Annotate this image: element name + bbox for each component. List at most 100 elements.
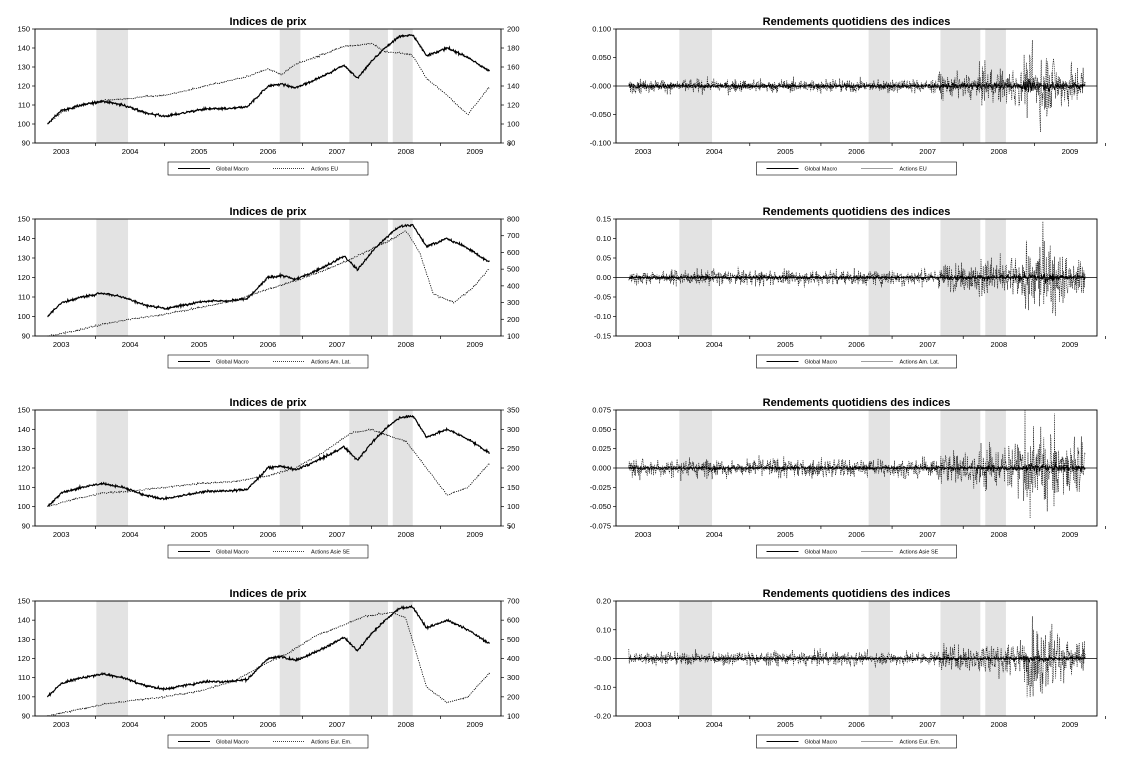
panel-title: Indices de prix (229, 16, 307, 28)
panel-p6: Rendements quotidiens des indices 0.075 0.… (590, 397, 1106, 559)
plot-frame (615, 218, 1098, 337)
panel-p4: Rendements quotidiens des indices 0.15 0.1… (594, 206, 1106, 369)
y-tick-label: 90 (22, 332, 30, 341)
y2-tick-label: 180 (507, 44, 520, 53)
plot-frame (34, 600, 502, 717)
x-tick-label: 2005 (777, 340, 794, 349)
y-tick-label: 0.075 (592, 406, 611, 415)
legend-label: Actions Asie SE (900, 550, 939, 556)
x-tick-label: 2007 (919, 147, 936, 156)
y-tick-label: 0.100 (592, 25, 611, 34)
x-tick-label: 2009 (1062, 147, 1079, 156)
x-tick-label: 2004 (706, 147, 723, 156)
y-tick-label: -0.05 (594, 293, 611, 302)
panel-title: Rendements quotidiens des indices (763, 16, 951, 28)
y-tick-label: 120 (17, 273, 30, 282)
y2-tick-label: 500 (507, 635, 520, 644)
x-tick-label: 2004 (122, 720, 139, 729)
shaded-period (349, 29, 388, 143)
y-tick-label: 140 (17, 234, 30, 243)
series-line-actions-eur-em- (47, 611, 491, 717)
y2-tick-label: 300 (507, 425, 520, 434)
legend-label: Global Macro (805, 740, 838, 746)
shaded-period (349, 410, 388, 526)
legend-label: Actions Am. Lat. (900, 360, 940, 366)
x-tick-label: 2003 (635, 147, 652, 156)
y-tick-label: 0.00 (596, 273, 611, 282)
panel-title: Rendements quotidiens des indices (763, 397, 951, 409)
x-tick-label: 2003 (635, 340, 652, 349)
y-tick-label: 110 (18, 101, 30, 110)
x-tick-label: 2009 (466, 340, 483, 349)
y-tick-label: 100 (17, 120, 30, 129)
shaded-period (392, 219, 413, 336)
x-tick-label: 2005 (777, 147, 794, 156)
y-tick-label: 120 (17, 82, 30, 91)
legend-label: Global Macro (216, 550, 249, 556)
panel-title: Rendements quotidiens des indices (763, 588, 951, 600)
y2-tick-label: 300 (507, 298, 520, 307)
series-returns-secondary (628, 409, 1086, 519)
x-tick-label: 2007 (919, 340, 936, 349)
plot-frame (34, 28, 502, 144)
shaded-period (349, 219, 388, 336)
y2-tick-label: 160 (507, 63, 520, 72)
y-tick-label: 130 (17, 63, 30, 72)
y-tick-label: 140 (17, 425, 30, 434)
y-tick-label: -0.000 (590, 82, 611, 91)
legend-label: Global Macro (216, 360, 249, 366)
x-tick-label: 2003 (53, 720, 70, 729)
x-tick-label: 2008 (990, 720, 1007, 729)
shaded-period (392, 29, 413, 143)
panel-p2: Rendements quotidiens des indices 0.100 0.… (590, 16, 1106, 176)
y2-tick-label: 700 (507, 231, 520, 240)
x-tick-label: 2006 (260, 720, 277, 729)
legend-label: Global Macro (216, 740, 249, 746)
x-tick-label: 2009 (466, 720, 483, 729)
y-tick-label: 100 (17, 692, 30, 701)
y-tick-label: 0.025 (592, 444, 611, 453)
x-tick-label: 2008 (398, 720, 415, 729)
y2-tick-label: 200 (507, 315, 520, 324)
panel-p8: Rendements quotidiens des indices 0.20 0.1… (594, 588, 1106, 749)
y2-tick-label: 600 (507, 248, 520, 257)
y-tick-label: 90 (22, 712, 30, 721)
y-tick-label: 150 (17, 215, 30, 224)
x-tick-label: 2005 (191, 147, 208, 156)
series-line-actions-asie-se (47, 428, 490, 508)
x-tick-label: 2007 (329, 147, 346, 156)
shaded-period (349, 601, 388, 716)
legend-label: Actions Asie SE (311, 550, 350, 556)
legend-label: Actions Am. Lat. (311, 360, 351, 366)
legend-label: Actions EU (311, 167, 338, 173)
x-tick-label: 2007 (329, 530, 346, 539)
panel-p5: Indices de prix 150 140 130 120 110 100 90 350 30… (17, 397, 520, 559)
y-tick-label: 140 (17, 44, 30, 53)
x-tick-label: 2004 (706, 530, 723, 539)
shaded-period (392, 410, 413, 526)
x-tick-label: 2005 (777, 530, 794, 539)
legend-label: Actions EU (900, 167, 927, 173)
x-tick-label: 2009 (1062, 530, 1079, 539)
x-tick-label: 2007 (919, 720, 936, 729)
y-tick-label: 0.000 (592, 464, 611, 473)
shaded-period (96, 29, 129, 143)
x-tick-label: 2006 (260, 340, 277, 349)
x-tick-label: 2009 (466, 530, 483, 539)
x-tick-label: 2004 (122, 530, 139, 539)
y-tick-label: 120 (17, 464, 30, 473)
panel-title: Rendements quotidiens des indices (763, 206, 951, 218)
x-tick-label: 2008 (398, 340, 415, 349)
y-tick-label: 150 (17, 597, 30, 606)
y-tick-label: 120 (17, 654, 30, 663)
x-tick-label: 2003 (53, 147, 70, 156)
x-tick-label: 2004 (122, 147, 139, 156)
plot-frame (615, 28, 1098, 144)
y-tick-label: 130 (17, 254, 30, 263)
y2-tick-label: 50 (507, 522, 515, 531)
panel-title: Indices de prix (229, 206, 307, 218)
y-tick-label: -0.00 (594, 654, 611, 663)
x-tick-label: 2008 (990, 340, 1007, 349)
y-tick-label: 0.10 (596, 625, 611, 634)
